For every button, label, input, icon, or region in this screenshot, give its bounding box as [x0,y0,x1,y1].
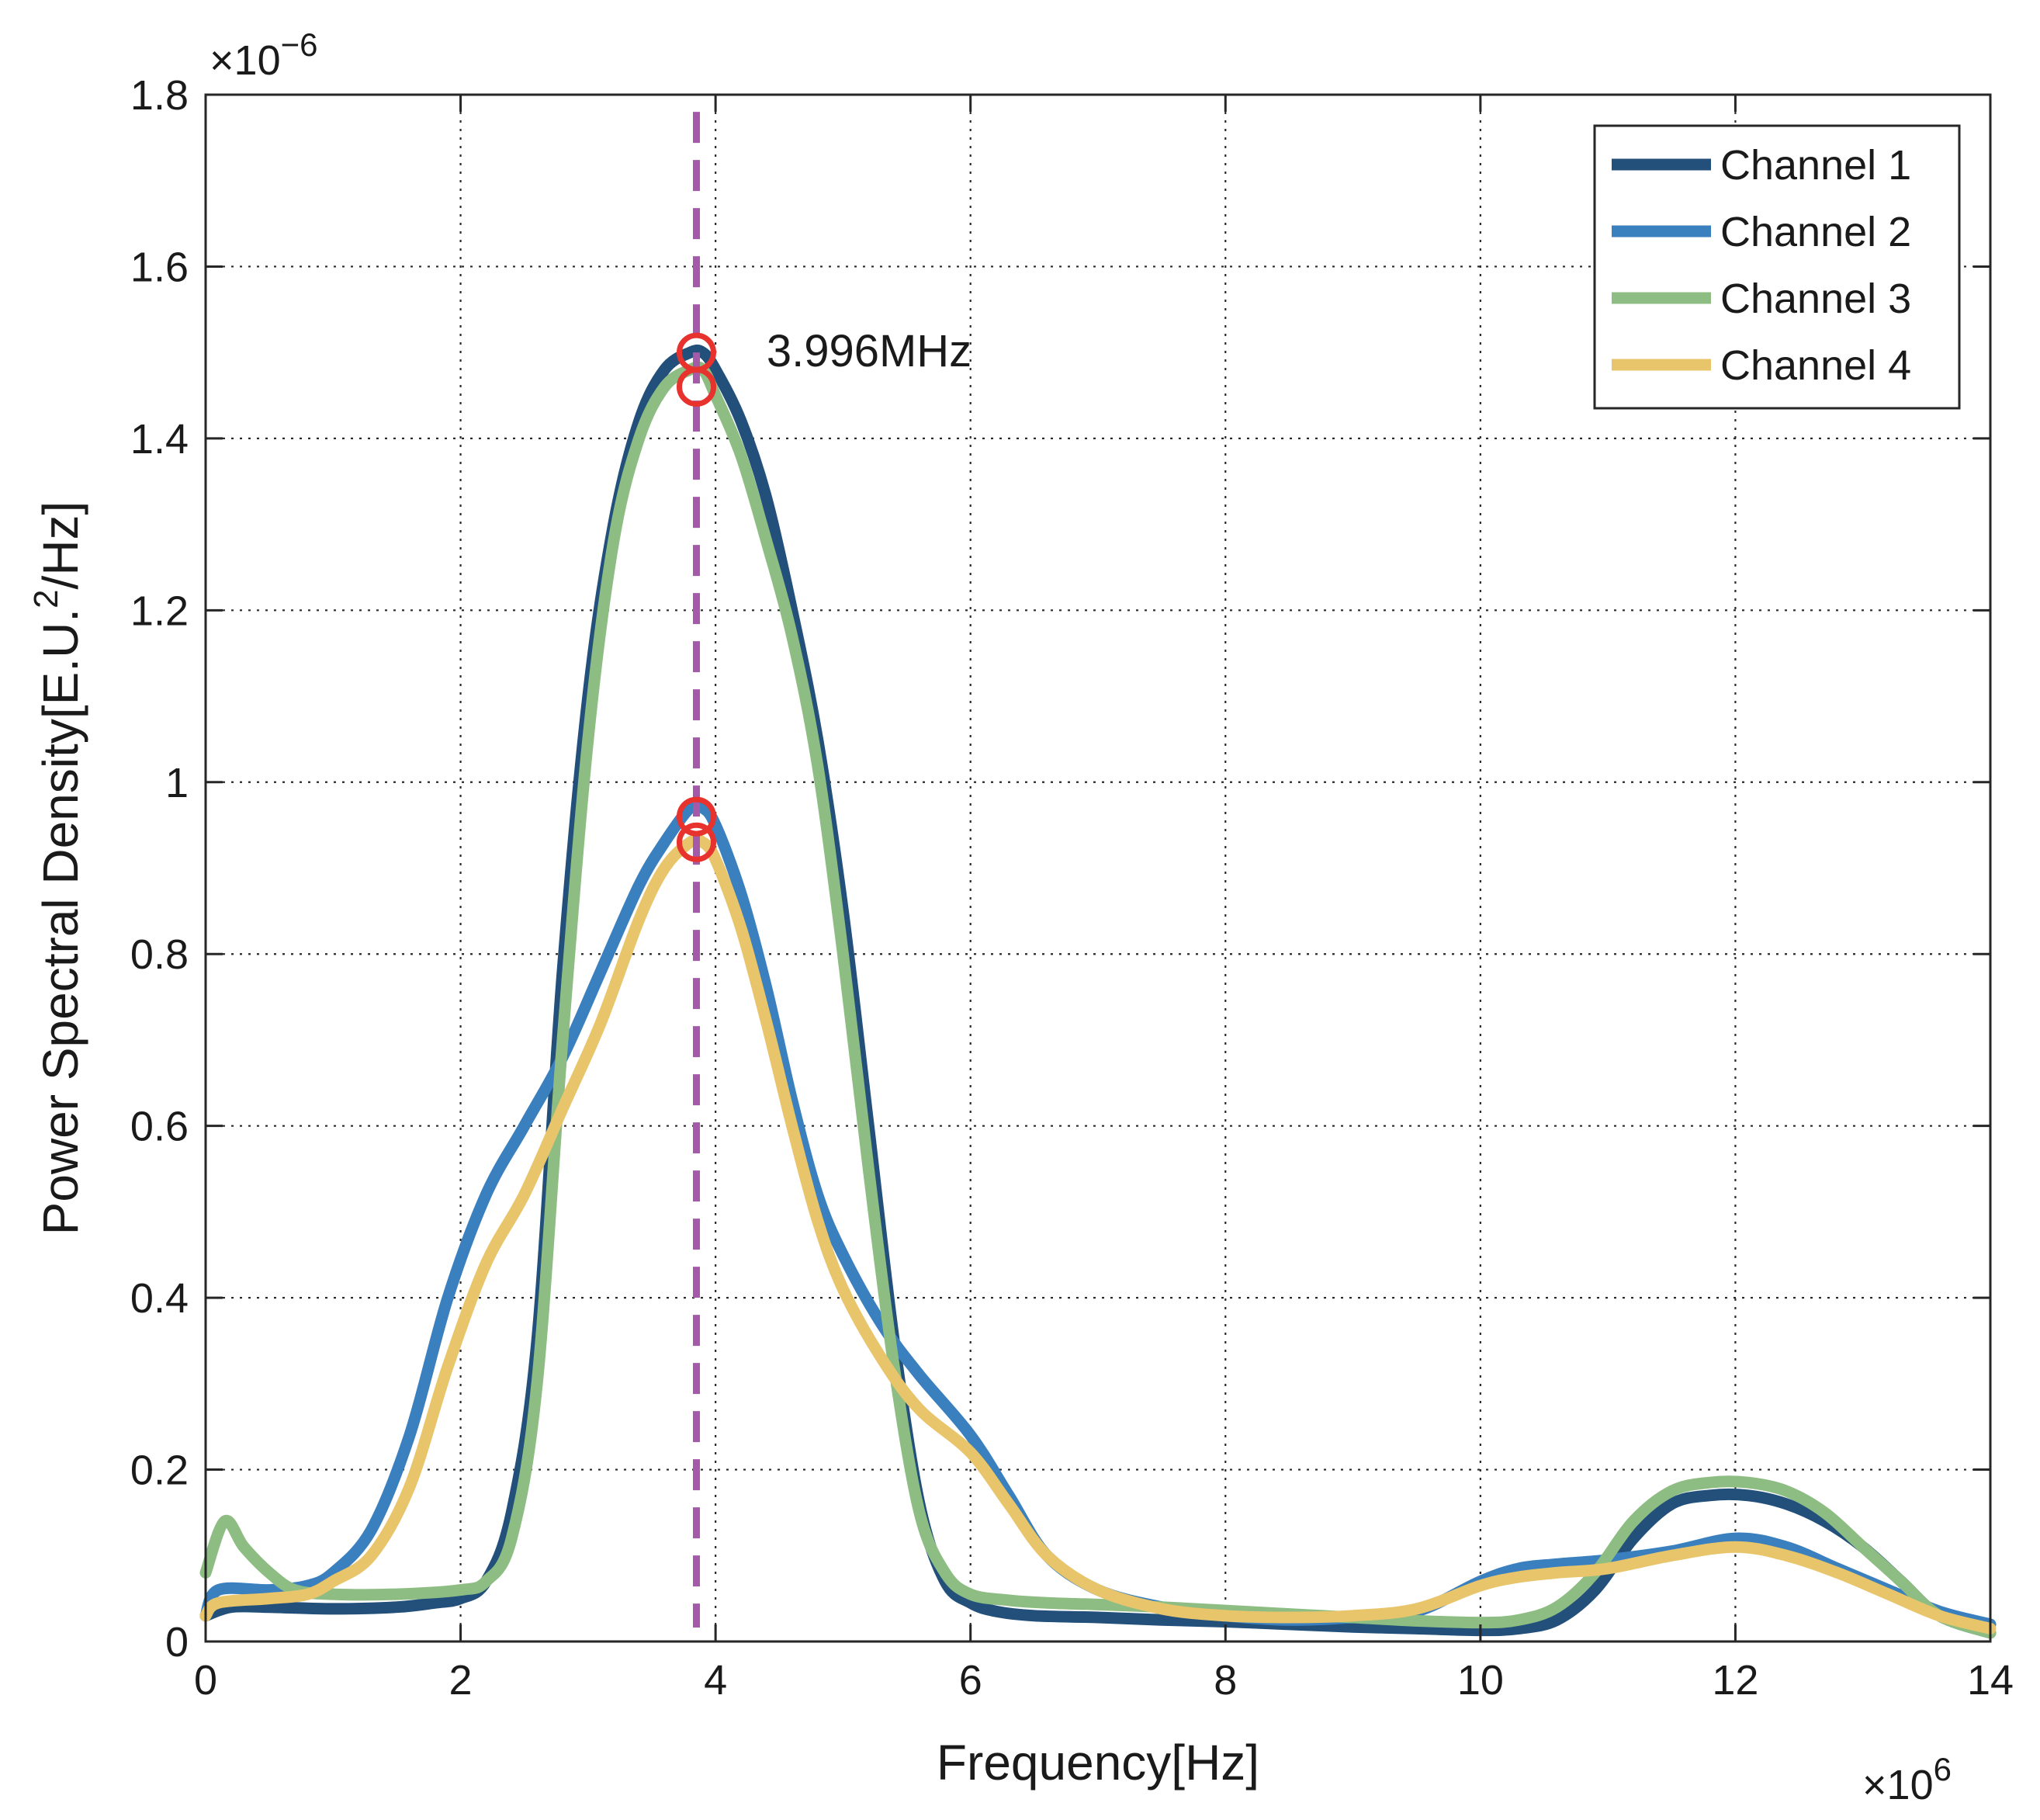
series-line-channel-2 [199,799,1997,1631]
y-tick-label: 1.4 [130,416,189,463]
legend: Channel 1 Channel 2 Channel 3 Channel 4 [1593,124,1961,410]
y-tick-label: 0.2 [130,1447,189,1494]
peak-group [677,112,716,1628]
legend-label: Channel 3 [1720,276,1911,322]
peak-marker [677,366,716,407]
series-line-channel-4 [199,834,1997,1635]
peak-marker [677,822,716,862]
y-exponent-base: ×10 [210,37,281,84]
y-axis-label: Power Spectral Density[E.U.2/Hz] [27,501,88,1236]
y-tick-label: 0 [165,1619,189,1666]
x-axis-exponent: ×106 [1862,1751,1952,1808]
tick-labels: 0 2 4 6 8 10 12 14 0 0.2 0.4 0.6 0.8 1 1.2 1.4 1.6 1.8 [130,72,2014,1704]
y-tick-label: 0.8 [130,931,189,978]
y-tick-label: 1.2 [130,588,189,634]
y-tick-label: 0.4 [130,1275,189,1322]
y-tick-label: 1.8 [130,72,189,119]
series-group [199,344,1997,1639]
x-tick-label: 8 [1214,1657,1237,1704]
y-exponent-power: −6 [281,26,318,63]
legend-label: Channel 4 [1720,342,1911,389]
x-exponent-power: 6 [1934,1751,1952,1787]
x-tick-label: 12 [1712,1657,1758,1704]
legend-label: Channel 2 [1720,209,1911,255]
y-axis-label-main: Power Spectral Density[E.U. [33,608,88,1235]
grid [206,95,1990,1641]
x-axis-label: Frequency[Hz] [937,1735,1259,1791]
axes-frame [204,93,1992,1643]
legend-label: Channel 1 [1720,142,1911,189]
peak-marker [677,796,716,837]
y-axis-exponent: ×10−6 [210,26,318,84]
x-tick-label: 14 [1967,1657,2014,1704]
y-tick-label: 1.6 [130,244,189,290]
x-tick-label: 2 [449,1657,473,1704]
x-exponent-base: ×10 [1862,1762,1934,1808]
x-tick-label: 0 [194,1657,217,1704]
y-axis-label-superscript: 2 [27,589,65,608]
x-tick-label: 4 [704,1657,727,1704]
x-tick-label: 6 [959,1657,982,1704]
y-tick-label: 1 [165,760,189,806]
x-tick-label: 10 [1457,1657,1504,1704]
y-tick-label: 0.6 [130,1104,189,1150]
y-axis-label-unit: /Hz] [33,501,88,590]
peak-frequency-annotation: 3.996MHz [767,326,972,376]
